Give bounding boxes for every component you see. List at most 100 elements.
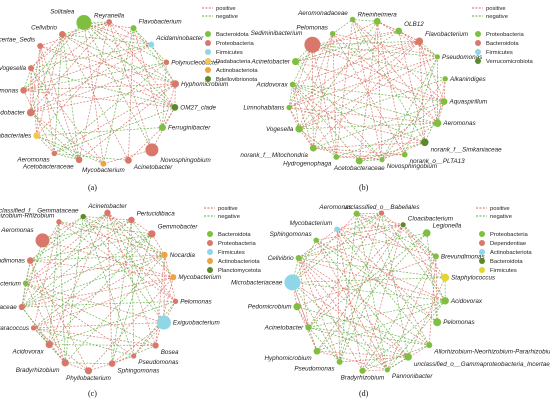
node-label: unclassified_f__Gemmataceae <box>0 207 79 214</box>
node <box>442 76 448 82</box>
positive-edge <box>336 229 363 371</box>
node-label: Solitalea <box>50 9 75 16</box>
positive-edge <box>128 127 163 161</box>
negative-edge <box>424 101 445 143</box>
positive-edge <box>30 61 167 113</box>
negative-edge <box>295 61 383 160</box>
positive-edge <box>295 61 445 102</box>
node <box>440 98 448 105</box>
positive-edge <box>23 83 176 91</box>
positive-edge <box>295 21 378 62</box>
positive-edge <box>111 355 134 364</box>
node-label: Flavobacterium <box>0 280 21 287</box>
node <box>309 144 317 152</box>
node <box>84 367 93 375</box>
node <box>336 358 343 365</box>
positive-edge <box>162 83 176 128</box>
node <box>130 25 137 32</box>
node-label: Gemmobacter <box>158 224 199 231</box>
positive-edge <box>33 254 165 329</box>
legend-phylum-label: Firmicutes <box>218 250 245 256</box>
negative-edge <box>339 213 382 362</box>
positive-edge <box>312 44 337 157</box>
negative-edge <box>316 232 428 352</box>
positive-edge <box>352 19 445 102</box>
node-label: Sphingomonas <box>270 231 313 238</box>
positive-edge <box>313 41 420 149</box>
positive-edge <box>316 224 404 352</box>
node-label: Ferruginibacter <box>168 125 211 132</box>
legend-phylum-swatch <box>479 240 485 246</box>
node <box>18 303 26 311</box>
negative-edge <box>313 101 445 149</box>
legend-phylum-label: Bacteroidota <box>486 41 519 47</box>
negative-edge <box>381 212 446 302</box>
positive-edge <box>336 228 436 257</box>
node-label: Exiguobacterium <box>173 320 220 327</box>
negative-edge <box>381 56 438 160</box>
legend-phylum-label: Actinobacteriota <box>216 68 258 74</box>
positive-edge <box>308 212 382 328</box>
positive-edge <box>298 257 430 346</box>
positive-edge <box>298 257 309 328</box>
node-label: Paracoccus <box>0 325 30 332</box>
positive-edge <box>83 22 152 45</box>
node <box>104 209 111 217</box>
negative-edge <box>387 300 446 371</box>
positive-edge <box>88 363 113 372</box>
negative-edge <box>21 219 132 308</box>
node <box>30 325 37 331</box>
node-label: Aeromonadaceae <box>297 10 348 17</box>
legend-edge-label: negative <box>486 14 508 20</box>
negative-edge <box>21 254 165 308</box>
positive-edge <box>339 356 409 363</box>
positive-edge <box>356 213 446 278</box>
positive-edge <box>362 224 404 371</box>
node-label: Acidaminobacter <box>155 35 204 42</box>
negative-edge <box>295 30 399 62</box>
node <box>35 233 50 248</box>
positive-edge <box>23 21 110 91</box>
legend-phylum-swatch <box>479 249 485 255</box>
positive-edge <box>362 369 388 372</box>
legend-phylum-swatch <box>207 231 213 237</box>
node <box>432 253 439 260</box>
negative-edge <box>21 240 43 308</box>
negative-edge <box>25 260 31 284</box>
positive-edge <box>42 216 84 241</box>
positive-edge <box>23 90 55 154</box>
positive-edge <box>298 257 363 371</box>
legend-phylum-label: Bacteroidota <box>490 259 523 265</box>
node <box>26 257 34 264</box>
positive-edge <box>111 322 165 364</box>
legend-edge-label: positive <box>218 206 238 212</box>
negative-edge <box>30 44 152 69</box>
node-label: Novosphingobium <box>387 163 437 170</box>
node-label: Pannonibacter <box>392 373 434 380</box>
node-label: Cellvibrio <box>31 25 57 32</box>
node-label: Bosea <box>161 349 179 356</box>
negative-edge <box>292 84 438 124</box>
positive-edge <box>88 276 174 372</box>
positive-edge <box>356 213 430 346</box>
node-label: unclassified_o__Gammaproteobacteria_Ince… <box>414 361 550 368</box>
node-label: Allorhizobium-Neorhizobium-Pararhizobium… <box>433 349 550 356</box>
network-panel-1: Reyranella Flavobacterium Acidaminobacter P… <box>0 6 258 192</box>
negative-edge <box>292 282 340 363</box>
positive-edge <box>23 89 175 108</box>
node-label: Hyphomicrobium <box>264 355 311 362</box>
negative-edge <box>292 282 446 302</box>
negative-edge <box>292 277 446 283</box>
node <box>373 17 381 25</box>
negative-edge <box>111 233 153 364</box>
positive-edge <box>65 362 89 372</box>
node-label: Staphylococcus <box>451 275 496 282</box>
node-label: Acinetobacter <box>250 59 290 66</box>
positive-edge <box>312 44 445 102</box>
node-label: Novosphingobium <box>160 157 210 164</box>
legend-phylum-label: Bacteroidota <box>218 232 251 238</box>
positive-edge <box>376 21 383 160</box>
edges <box>288 19 446 162</box>
positive-edge <box>288 56 438 108</box>
legend-phylum-swatch <box>207 240 213 246</box>
